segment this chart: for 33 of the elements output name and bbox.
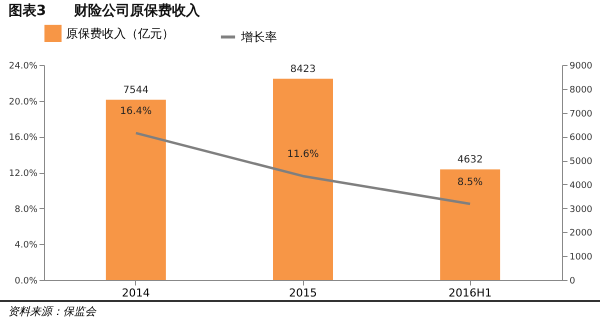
y2-tick-label: 8000 — [570, 85, 593, 96]
legend-label: 增长率 — [240, 30, 277, 44]
y2-tick-label: 3000 — [570, 204, 593, 215]
data-label: 16.4% — [120, 106, 152, 118]
y-tick-label: 0.0% — [14, 276, 38, 286]
legend-label: 原保费收入（亿元） — [66, 26, 174, 40]
y-tick-label: 4.0% — [14, 240, 38, 251]
y-tick-label: 24.0% — [8, 62, 38, 72]
y2-tick-label: 9000 — [570, 62, 593, 72]
y-tick-label: 8.0% — [14, 204, 38, 215]
data-label: 11.6% — [287, 149, 319, 160]
y2-tick-label: 6000 — [570, 133, 593, 144]
data-label: 7544 — [123, 84, 149, 96]
x-tick-label: 2016H1 — [448, 286, 492, 300]
y-tick-label: 20.0% — [8, 97, 38, 108]
y2-tick-label: 0 — [570, 276, 576, 286]
bar — [273, 78, 333, 280]
y2-tick-label: 2000 — [570, 228, 593, 239]
y2-tick-label: 1000 — [570, 252, 593, 263]
bar — [440, 169, 500, 280]
chart-title: 图表3 财险公司原保费收入 — [8, 3, 202, 19]
x-tick-label: 2015 — [289, 286, 317, 300]
y2-tick-label: 7000 — [570, 109, 593, 120]
data-label: 8.5% — [457, 176, 483, 188]
y2-tick-label: 4000 — [570, 180, 593, 191]
x-tick-label: 2014 — [122, 286, 150, 300]
y-tick-label: 16.0% — [8, 133, 38, 144]
y2-tick-label: 5000 — [570, 157, 593, 168]
bar — [106, 100, 166, 280]
text: 资料来源：保监会 — [0, 300, 600, 321]
data-label: 4632 — [457, 154, 483, 166]
y-tick-label: 12.0% — [8, 169, 38, 179]
data-label: 8423 — [290, 64, 316, 75]
